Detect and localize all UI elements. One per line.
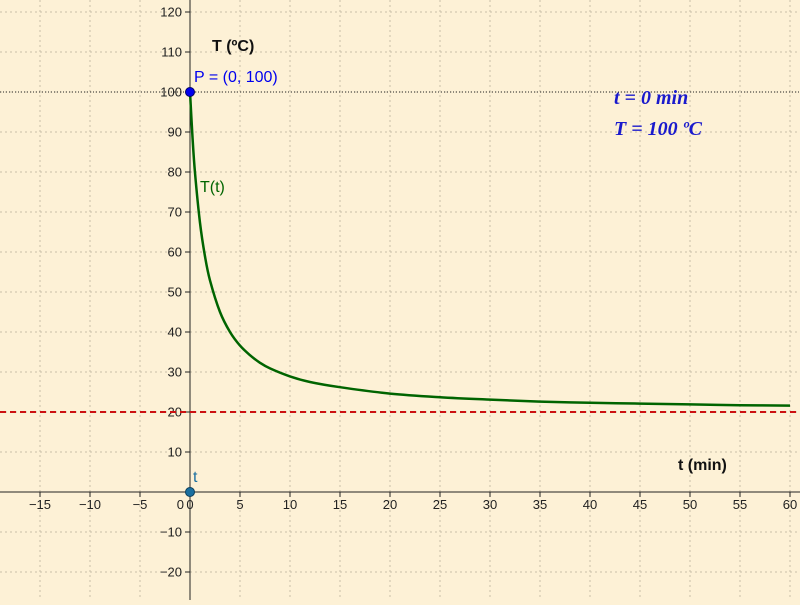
tick-labels: −15 −10 −5 0 5 10 15 20 25 30 35 40 45 50 55 60 −20 −10 10… (29, 5, 797, 580)
x-tick-label: −5 (133, 497, 148, 512)
point-t-label: t (193, 469, 198, 486)
x-tick-label: 30 (483, 497, 497, 512)
x-tick-label: 25 (433, 497, 447, 512)
origin-label: 0 (177, 497, 184, 512)
point-p[interactable] (185, 87, 195, 97)
x-axis-label: t (min) (678, 457, 727, 474)
y-tick-label: 10 (168, 445, 182, 460)
y-tick-label: 40 (168, 325, 182, 340)
x-tick-label: 5 (236, 497, 243, 512)
y-tick-label: 110 (161, 45, 182, 60)
x-tick-label: −10 (79, 497, 101, 512)
annotation-time: t = 0 min (614, 87, 688, 109)
x-tick-label: 55 (733, 497, 747, 512)
y-tick-label: 30 (168, 365, 182, 380)
y-tick-label: 70 (168, 205, 182, 220)
x-tick-label: 15 (333, 497, 347, 512)
y-tick-label: −10 (160, 525, 182, 540)
annotation-temperature: T = 100 ºC (614, 118, 703, 140)
series-label: T(t) (200, 179, 225, 196)
x-tick-label: 45 (633, 497, 647, 512)
point-p-label: P = (0, 100) (194, 69, 278, 86)
x-tick-label: −15 (29, 497, 51, 512)
x-tick-label: 10 (283, 497, 297, 512)
y-tick-label: 60 (168, 245, 182, 260)
x-tick-label: 35 (533, 497, 547, 512)
points[interactable]: P = (0, 100) t (185, 69, 278, 497)
x-tick-label: 0 (186, 497, 193, 512)
x-tick-label: 50 (683, 497, 697, 512)
x-tick-label: 60 (783, 497, 797, 512)
y-tick-label: −20 (160, 565, 182, 580)
x-tick-label: 20 (383, 497, 397, 512)
y-tick-label: 90 (168, 125, 182, 140)
series-line[interactable] (188, 91, 791, 407)
point-t[interactable] (185, 487, 195, 497)
y-tick-label: 50 (168, 285, 182, 300)
y-tick-label: 80 (168, 165, 182, 180)
y-tick-label: 120 (160, 5, 182, 20)
y-axis-label: T (ºC) (212, 38, 254, 55)
x-tick-label: 40 (583, 497, 597, 512)
